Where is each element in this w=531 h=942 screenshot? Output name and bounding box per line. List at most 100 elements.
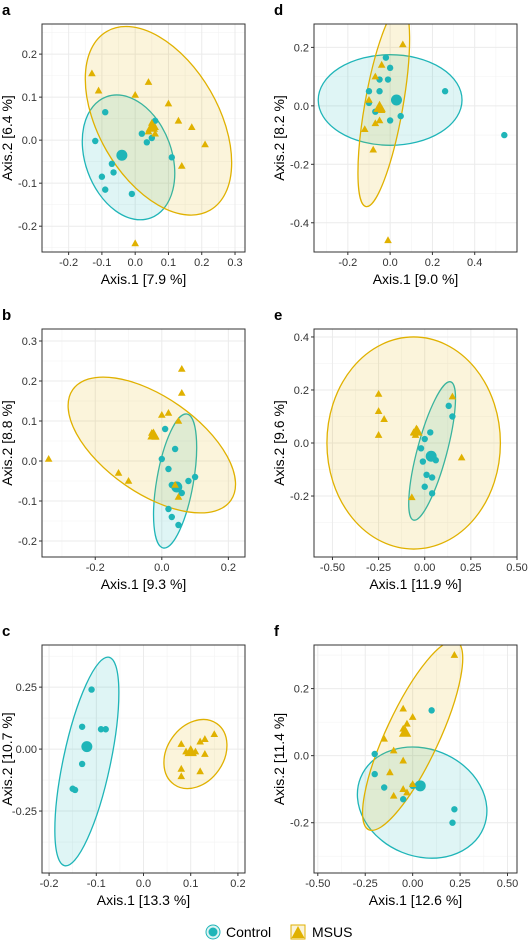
point-control: [88, 686, 95, 693]
point-msus: [457, 453, 466, 461]
data-layer: [81, 25, 233, 247]
point-control: [102, 108, 109, 116]
panel-label: b: [2, 307, 11, 324]
point-msus: [144, 78, 153, 85]
panel-label: a: [2, 2, 11, 19]
point-msus: [365, 96, 373, 103]
x-tick-label: 0.3: [227, 257, 242, 269]
point-msus: [403, 788, 411, 796]
panel-c: -0.2 -0.1 0.0 0.1 0.2 -0.25 0.00 0.25 Axis.1 [13…: [0, 623, 246, 908]
point-control: [386, 117, 394, 124]
x-tick-label: 0.2: [230, 878, 245, 890]
panel-label: e: [274, 307, 282, 324]
point-control: [108, 160, 116, 168]
point-msus: [177, 740, 186, 747]
y-tick-label: 0.0: [22, 456, 37, 468]
data-layer: [317, 24, 508, 244]
centroid-msus: [145, 120, 158, 132]
point-control: [371, 770, 378, 778]
point-msus: [158, 411, 166, 418]
point-msus: [177, 161, 186, 169]
x-axis-label: Axis.1 [12.6 %]: [369, 892, 462, 908]
y-tick-label: 0.0: [294, 438, 309, 450]
point-control: [441, 88, 449, 95]
y-tick-label: -0.4: [290, 218, 309, 230]
point-msus: [201, 735, 209, 742]
y-tick-label: -0.2: [290, 159, 309, 171]
x-tick-label: 0.00: [402, 878, 423, 890]
y-tick-label: -0.2: [18, 536, 37, 548]
panel-f: -0.50 -0.25 0.00 0.25 0.50 -0.2 0.0 0.2 Axis.1 […: [271, 623, 518, 908]
plot-background: [42, 24, 245, 252]
centroid-msus: [147, 428, 160, 440]
point-msus: [369, 145, 378, 153]
point-control: [128, 190, 136, 198]
x-tick-label: -0.2: [40, 878, 59, 890]
point-control: [445, 402, 452, 410]
point-msus: [389, 746, 398, 754]
x-axis-label: Axis.1 [9.0 %]: [373, 271, 459, 287]
point-msus: [171, 481, 179, 488]
y-tick-label: -0.2: [290, 818, 309, 830]
point-control: [161, 425, 169, 433]
panels: -0.2 -0.1 0.0 0.1 0.2 0.3 -0.2 -0.1 0.0 0.1 0.2 Axi…: [0, 2, 528, 908]
point-msus: [131, 90, 139, 98]
grid: [42, 24, 245, 252]
data-layer: [44, 365, 237, 549]
point-control: [158, 455, 166, 463]
point-control: [371, 750, 378, 758]
centroid-msus: [373, 100, 386, 112]
point-control: [110, 169, 117, 176]
x-tick-label: 0.25: [449, 878, 470, 890]
point-msus: [177, 772, 186, 780]
ellipse-msus: [361, 645, 464, 832]
x-tick-label: 0.0: [136, 878, 151, 890]
point-msus: [360, 125, 369, 133]
point-control: [92, 137, 99, 145]
x-tick-label: -0.1: [87, 878, 106, 890]
point-msus: [177, 389, 186, 396]
point-msus: [374, 431, 383, 438]
point-control: [386, 64, 394, 72]
centroid-msus: [398, 725, 412, 737]
y-tick-label: -0.25: [12, 806, 37, 818]
point-control: [428, 490, 436, 497]
y-tick-label: 0.4: [294, 332, 309, 344]
point-control: [419, 458, 427, 465]
panel-d: -0.2 0.0 0.2 0.4 -0.4 -0.2 0.0 0.2 Axis.1 [9.0 %…: [271, 2, 518, 287]
point-msus: [408, 493, 416, 501]
y-tick-label: -0.2: [18, 221, 37, 233]
point-msus: [177, 764, 186, 772]
point-control: [98, 173, 106, 180]
centroid-control: [425, 450, 437, 462]
legend-control-dot: [208, 927, 218, 937]
point-msus: [389, 791, 398, 799]
x-axis-label: Axis.1 [13.3 %]: [97, 892, 190, 908]
x-tick-label: 0.50: [506, 562, 527, 574]
point-control: [191, 473, 199, 481]
point-msus: [399, 756, 407, 764]
y-axis-label: Axis.2 [9.6 %]: [271, 400, 287, 486]
y-tick-label: 0.2: [22, 376, 37, 388]
point-msus: [196, 767, 204, 775]
centroid-control: [390, 94, 402, 106]
ellipse-msus: [326, 336, 502, 550]
point-msus: [371, 119, 380, 127]
point-control: [185, 477, 192, 485]
panel-e: -0.50 -0.25 0.00 0.25 0.50 -0.2 0.0 0.2 0.4 Axis.…: [271, 307, 528, 592]
ellipse-msus: [357, 24, 411, 208]
grid: [314, 24, 517, 252]
point-msus: [374, 389, 383, 397]
y-tick-label: -0.1: [18, 496, 37, 508]
centroid-msus: [410, 424, 423, 436]
x-tick-label: -0.1: [92, 257, 111, 269]
point-control: [78, 723, 86, 730]
ellipse-control: [317, 54, 463, 146]
x-axis-label: Axis.1 [11.9 %]: [369, 576, 461, 592]
panel-a: -0.2 -0.1 0.0 0.1 0.2 0.3 -0.2 -0.1 0.0 0.1 0.2 Axi…: [0, 2, 246, 287]
point-msus: [201, 140, 209, 148]
y-tick-label: 0.1: [22, 92, 37, 104]
data-layer: [356, 645, 488, 859]
point-control: [143, 139, 151, 146]
